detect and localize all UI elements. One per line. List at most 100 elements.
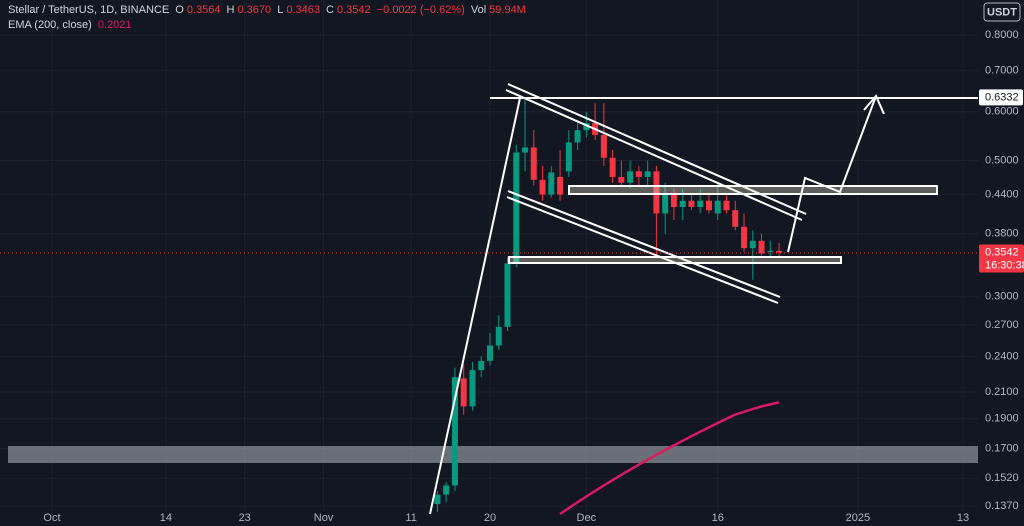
channel-lower — [506, 196, 779, 304]
candle-body — [662, 194, 669, 214]
x-tick-label: Dec — [577, 512, 597, 524]
candle-body — [548, 172, 555, 195]
level-label: 0.6332 — [985, 91, 1019, 103]
candle-body — [670, 194, 677, 208]
y-tick-label: 0.8000 — [985, 29, 1019, 41]
candle-body — [749, 240, 756, 249]
candle-body — [583, 123, 590, 131]
y-tick-label: 0.2400 — [985, 350, 1019, 362]
y-tick-label: 0.2100 — [985, 386, 1019, 398]
candle-body — [609, 157, 616, 177]
candle-body — [443, 485, 450, 495]
price-tag — [979, 244, 1024, 273]
candle-body — [478, 360, 485, 371]
candle-body — [522, 147, 529, 153]
symbol: Stellar / TetherUS, 1D, BINANCE — [8, 4, 170, 16]
high-label: H — [226, 4, 235, 16]
candle-body — [618, 176, 625, 183]
candle-body — [504, 263, 511, 327]
candle-body — [600, 135, 607, 158]
candle-body — [565, 142, 572, 172]
y-tick-label: 0.1520 — [985, 472, 1019, 484]
candle-body — [557, 176, 564, 195]
arrow-head — [863, 94, 885, 115]
candle-body — [732, 210, 739, 227]
support-box — [508, 256, 842, 264]
support-zone — [8, 446, 978, 463]
x-tick-label: 20 — [484, 512, 496, 524]
channel-upper — [505, 89, 803, 221]
countdown: 16:30:38 — [985, 259, 1024, 271]
ema-label: EMA (200, close) — [8, 19, 92, 31]
candle-body — [469, 370, 476, 407]
level-tag — [979, 89, 1023, 106]
open-label: O — [175, 4, 184, 16]
candle-body — [644, 171, 651, 177]
indicator-row: EMA (200, close) 0.2021 — [8, 18, 529, 33]
price-axis: 0.8000 0.7000 0.6000 0.5000 0.4400 0.3800 0.30… — [43, 29, 1024, 524]
x-tick-label: 23 — [239, 512, 251, 524]
candle-body — [434, 494, 441, 505]
projection-arrow — [787, 95, 877, 253]
candle-body — [688, 200, 695, 208]
candle-body — [723, 200, 730, 211]
candle-body — [627, 171, 634, 183]
candle-body — [653, 171, 660, 214]
y-tick-label: 0.1700 — [985, 442, 1019, 454]
x-tick-label: 13 — [957, 512, 969, 524]
close-label: C — [326, 4, 334, 16]
candle-body — [495, 326, 502, 346]
legend: Stellar / TetherUS, 1D, BINANCE O 0.3564 … — [8, 3, 529, 33]
y-tick-label: 0.4400 — [985, 188, 1019, 200]
open: 0.3564 — [186, 4, 221, 16]
x-tick-label: Oct — [43, 512, 60, 524]
candle-body — [758, 240, 765, 254]
x-tick-label: 16 — [712, 512, 724, 524]
high: 0.3670 — [237, 4, 272, 16]
ema-value: 0.2021 — [97, 19, 132, 31]
y-tick-label: 0.3800 — [985, 228, 1019, 240]
y-tick-label: 0.2700 — [985, 319, 1019, 331]
ema-line — [559, 401, 780, 516]
candle-body — [635, 171, 642, 177]
vol-label: Vol — [470, 4, 487, 16]
last-price: 0.3542 — [985, 246, 1019, 258]
candle-body — [705, 200, 712, 211]
x-tick-label: 11 — [405, 512, 416, 524]
candle-body — [776, 250, 783, 253]
grid — [0, 0, 978, 510]
trend-line — [429, 97, 521, 515]
candle-body — [741, 226, 748, 249]
x-tick-label: 2025 — [846, 512, 870, 524]
volume: 59.94M — [489, 4, 526, 16]
candle-body — [513, 152, 520, 264]
currency: USDT — [987, 6, 1017, 18]
y-tick-label: 0.3000 — [985, 291, 1019, 303]
y-tick-label: 0.1900 — [985, 413, 1019, 425]
low: 0.3463 — [286, 4, 320, 16]
channel-lower — [507, 190, 781, 298]
currency-box — [983, 2, 1021, 22]
candle-body — [679, 200, 686, 208]
candle-body — [767, 250, 774, 252]
symbol-row: Stellar / TetherUS, 1D, BINANCE O 0.3564 … — [8, 3, 529, 18]
change: −0.0022 (−0.62%) — [376, 4, 465, 16]
y-tick-label: 0.6000 — [985, 106, 1019, 118]
plot-area — [434, 97, 783, 516]
annotations — [429, 83, 978, 515]
x-tick-label: Nov — [314, 512, 334, 524]
y-tick-label: 0.7000 — [985, 65, 1019, 77]
resistance-box — [568, 185, 938, 195]
candle-body — [460, 378, 467, 407]
close: 0.3542 — [337, 4, 371, 16]
y-tick-label: 0.1370 — [985, 500, 1019, 512]
candle-body — [539, 179, 546, 195]
candle-body — [530, 147, 537, 180]
candle-body — [697, 200, 704, 208]
low-label: L — [277, 4, 284, 16]
candle-body — [451, 377, 458, 486]
candle-body — [486, 345, 493, 361]
x-tick-label: 14 — [160, 512, 172, 524]
candle-body — [574, 130, 581, 143]
